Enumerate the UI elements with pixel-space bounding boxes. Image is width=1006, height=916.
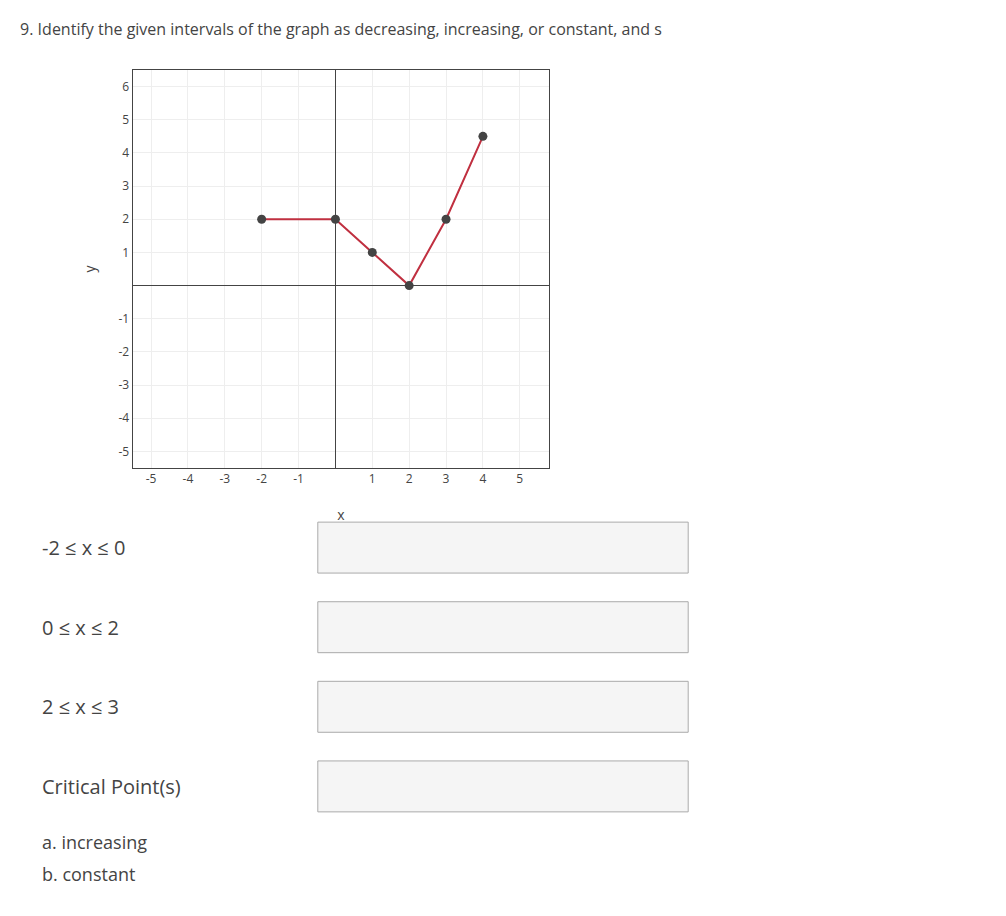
svg-text:9. Identify the given interval: 9. Identify the given intervals of the g… [20, 18, 662, 40]
svg-text:4: 4 [479, 470, 486, 487]
svg-text:3: 3 [122, 177, 129, 194]
svg-text:-4: -4 [183, 470, 194, 487]
svg-text:y: y [80, 265, 99, 273]
svg-text:-4: -4 [118, 409, 129, 426]
svg-text:-2 ≤ x ≤ 0: -2 ≤ x ≤ 0 [42, 534, 125, 561]
svg-text:0 ≤ x ≤ 2: 0 ≤ x ≤ 2 [42, 614, 119, 641]
svg-text:-5: -5 [146, 470, 157, 487]
svg-text:5: 5 [122, 111, 129, 128]
svg-text:-1: -1 [293, 470, 304, 487]
svg-text:b. constant: b. constant [42, 862, 135, 886]
svg-text:-2: -2 [118, 343, 129, 360]
svg-text:-3: -3 [118, 376, 129, 393]
svg-text:6: 6 [122, 78, 129, 95]
svg-text:x: x [337, 505, 345, 524]
svg-text:2 ≤ x ≤ 3: 2 ≤ x ≤ 3 [42, 693, 119, 720]
svg-text:-2: -2 [256, 470, 267, 487]
svg-text:a. increasing: a. increasing [42, 830, 147, 854]
svg-text:2: 2 [406, 470, 413, 487]
svg-text:-1: -1 [118, 310, 129, 327]
svg-text:4: 4 [122, 144, 129, 161]
svg-text:2: 2 [122, 210, 129, 227]
svg-text:3: 3 [443, 470, 450, 487]
svg-text:-5: -5 [118, 443, 129, 460]
svg-text:1: 1 [122, 244, 129, 261]
svg-text:1: 1 [369, 470, 376, 487]
svg-text:5: 5 [516, 470, 523, 487]
svg-text:Critical Point(s): Critical Point(s) [42, 773, 181, 800]
svg-text:-3: -3 [219, 470, 230, 487]
